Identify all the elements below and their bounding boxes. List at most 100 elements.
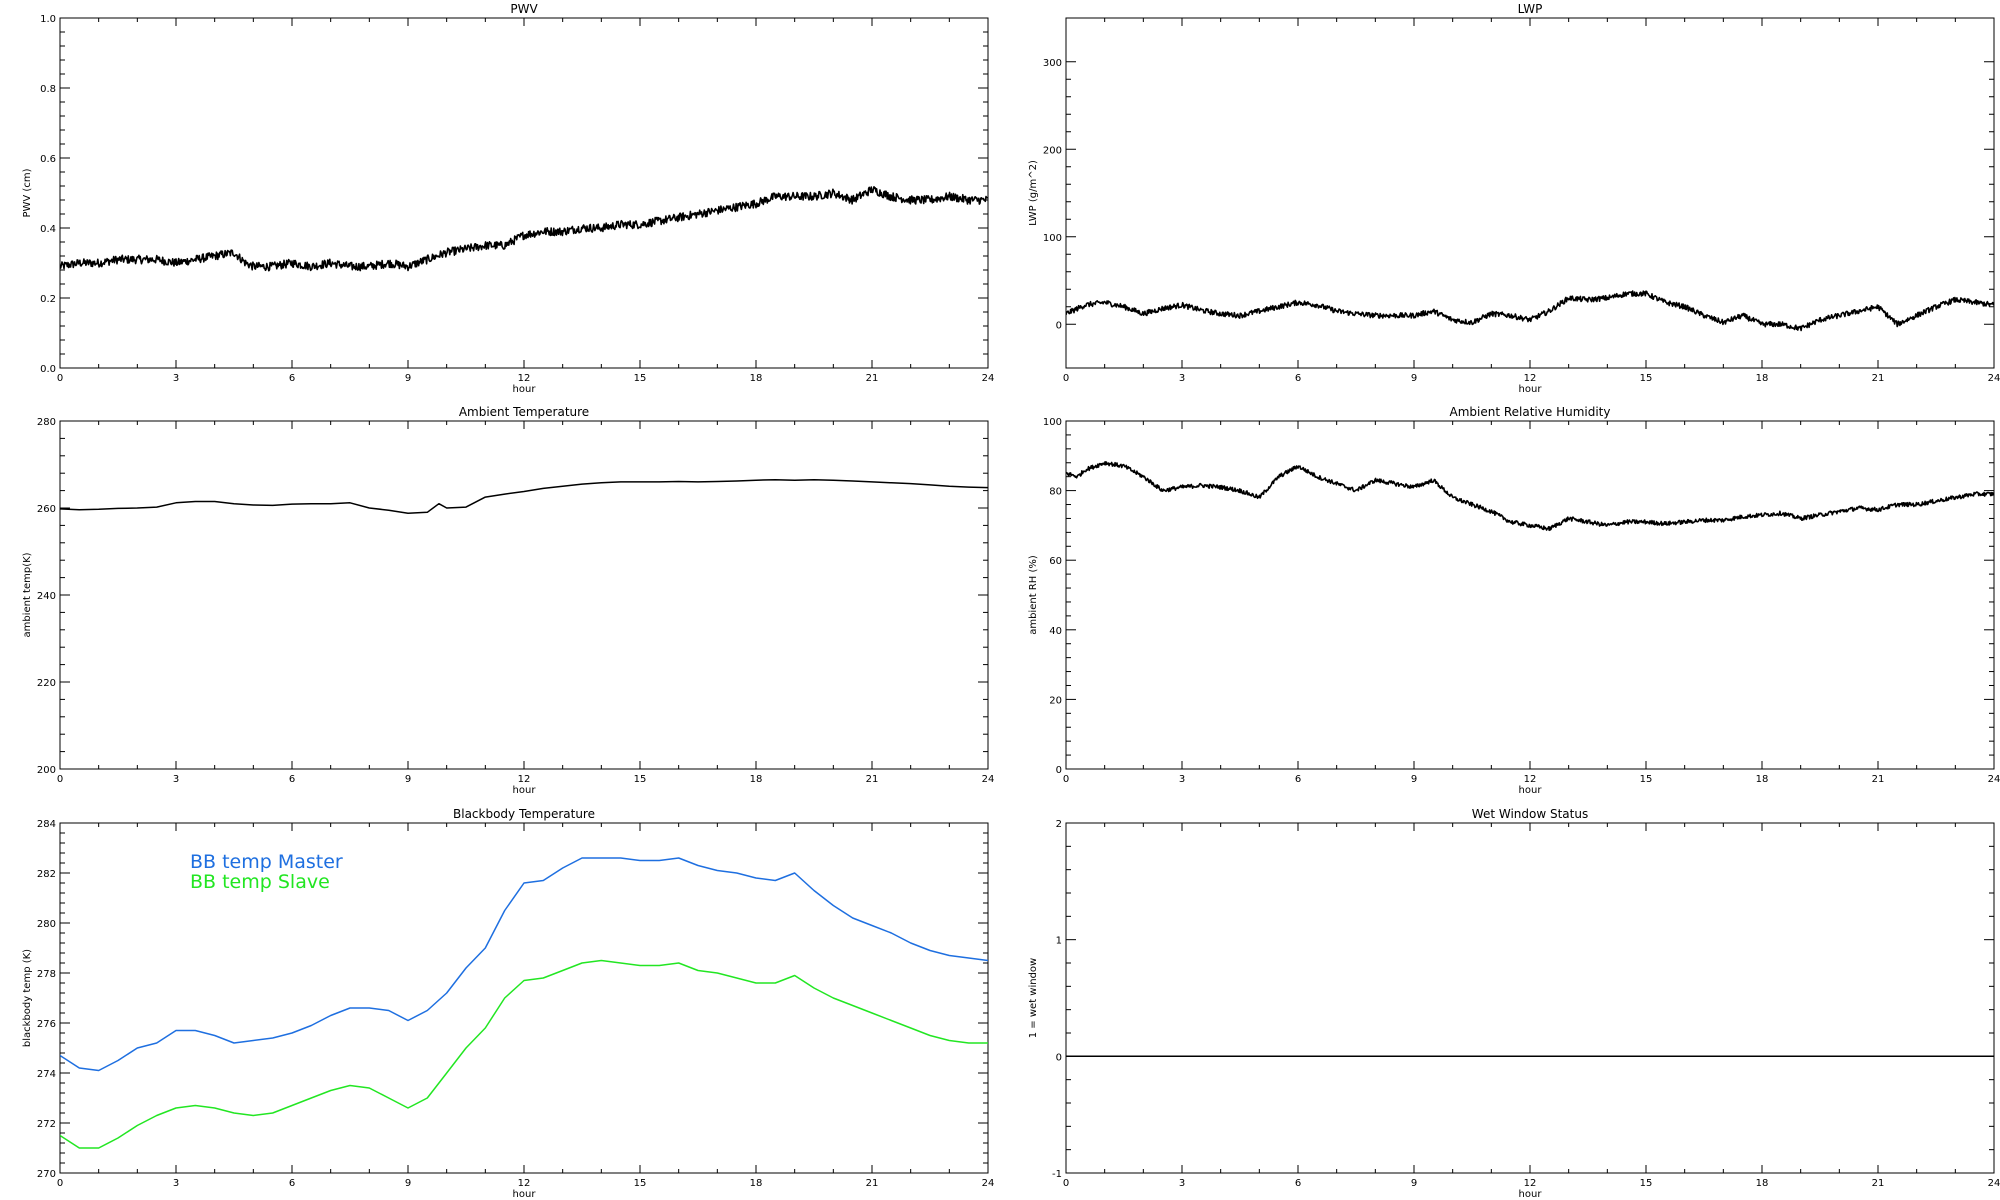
chart-title: PWV [510, 2, 538, 16]
y-tick-label: 0 [1056, 1052, 1062, 1063]
x-tick-label: 24 [982, 373, 995, 384]
x-tick-label: 21 [1872, 1178, 1885, 1189]
y-axis-label: 1 = wet window [1028, 958, 1039, 1038]
y-tick-label: 278 [37, 969, 56, 980]
panel-2: LWP 0 3 6 9 12 15 18 21 24 hour 0 100 200 300 LWP (g/m^… [1028, 2, 2000, 395]
panel-5: Blackbody Temperature 0 3 6 9 12 15 18 21 24 hour 2… [22, 807, 994, 1200]
x-tick-label: 9 [1411, 373, 1417, 384]
y-tick-label: 240 [37, 591, 56, 602]
x-tick-label: 12 [1524, 774, 1537, 785]
y-tick-label: 272 [37, 1119, 56, 1130]
y-tick-label: 0.0 [40, 364, 56, 375]
series-line-1 [60, 478, 988, 514]
y-tick-label: 280 [37, 417, 56, 428]
x-tick-label: 24 [1988, 373, 2000, 384]
x-tick-label: 6 [1295, 373, 1301, 384]
x-tick-label: 21 [866, 373, 879, 384]
x-tick-label: 12 [518, 373, 531, 384]
y-tick-label: 284 [37, 819, 56, 830]
y-axis-label: LWP (g/m^2) [1028, 160, 1039, 226]
plot-frame [59, 420, 989, 770]
series-line-1 [60, 186, 988, 272]
series-line-1 [60, 857, 988, 1072]
x-tick-label: 3 [1179, 373, 1185, 384]
x-axis-label: hour [513, 384, 537, 395]
x-tick-label: 0 [57, 1178, 63, 1189]
y-axis-label: ambient temp(K) [22, 552, 33, 637]
series-line-1 [1066, 290, 1994, 332]
y-tick-label: 0.4 [40, 224, 56, 235]
y-tick-label: 60 [1049, 556, 1062, 567]
x-tick-label: 6 [289, 1178, 295, 1189]
panel-1: PWV 0 3 6 9 12 15 18 21 24 hour 0.0 0.2 0.4 0.6 0.8 1.0 P… [22, 2, 994, 395]
x-axis-label: hour [513, 785, 537, 796]
x-tick-label: 24 [982, 1178, 995, 1189]
y-tick-label: 1.0 [40, 14, 56, 25]
plot-frame [1065, 420, 1995, 770]
x-tick-label: 15 [1640, 1178, 1653, 1189]
y-axis-label: PWV (cm) [22, 168, 33, 217]
x-tick-label: 6 [289, 373, 295, 384]
x-axis-label: hour [1519, 1189, 1543, 1200]
chart-title: Blackbody Temperature [453, 807, 595, 821]
x-tick-label: 15 [634, 373, 647, 384]
x-tick-label: 21 [1872, 774, 1885, 785]
y-tick-label: 200 [1043, 145, 1062, 156]
x-tick-label: 9 [405, 774, 411, 785]
x-axis-label: hour [1519, 785, 1543, 796]
x-tick-label: 0 [1063, 774, 1069, 785]
x-tick-label: 9 [1411, 1178, 1417, 1189]
y-tick-label: 2 [1056, 819, 1062, 830]
x-tick-label: 9 [405, 1178, 411, 1189]
x-tick-label: 24 [1988, 1178, 2000, 1189]
x-axis-label: hour [1519, 384, 1543, 395]
x-tick-label: 15 [1640, 373, 1653, 384]
x-tick-label: 12 [518, 774, 531, 785]
x-tick-label: 15 [634, 774, 647, 785]
y-tick-label: 276 [37, 1019, 56, 1030]
x-tick-label: 24 [1988, 774, 2000, 785]
x-tick-label: 18 [750, 774, 763, 785]
x-tick-label: 9 [1411, 774, 1417, 785]
y-tick-label: -1 [1052, 1169, 1062, 1180]
y-tick-label: 0 [1056, 320, 1062, 331]
x-tick-label: 24 [982, 774, 995, 785]
plot-frame [1065, 17, 1995, 369]
legend-entry-2: BB temp Slave [190, 871, 330, 893]
x-tick-label: 12 [518, 1178, 531, 1189]
x-tick-label: 0 [1063, 1178, 1069, 1189]
x-tick-label: 9 [405, 373, 411, 384]
series-line-1 [1066, 460, 1994, 532]
panel-4: Ambient Relative Humidity 0 3 6 9 12 15 18 21 24 h… [1028, 405, 2000, 796]
x-tick-label: 0 [57, 774, 63, 785]
series-line-2 [60, 959, 988, 1149]
y-tick-label: 0.6 [40, 154, 56, 165]
x-axis-label: hour [513, 1189, 537, 1200]
chart-title: Ambient Relative Humidity [1450, 405, 1611, 419]
x-tick-label: 18 [750, 1178, 763, 1189]
y-tick-label: 274 [37, 1069, 56, 1080]
x-tick-label: 12 [1524, 1178, 1537, 1189]
y-tick-label: 282 [37, 869, 56, 880]
y-axis-label: ambient RH (%) [1028, 555, 1039, 635]
chart-title: Wet Window Status [1472, 807, 1588, 821]
panel-3: Ambient Temperature 0 3 6 9 12 15 18 21 24 hour 200… [22, 405, 994, 796]
y-tick-label: 100 [1043, 417, 1062, 428]
chart-title: LWP [1518, 2, 1543, 16]
chart-title: Ambient Temperature [459, 405, 589, 419]
y-tick-label: 300 [1043, 58, 1062, 69]
x-tick-label: 12 [1524, 373, 1537, 384]
x-tick-label: 6 [289, 774, 295, 785]
y-axis-label: blackbody temp (K) [22, 949, 33, 1047]
y-tick-label: 40 [1049, 626, 1062, 637]
y-tick-label: 1 [1056, 936, 1062, 947]
x-tick-label: 3 [1179, 1178, 1185, 1189]
x-tick-label: 6 [1295, 774, 1301, 785]
x-tick-label: 18 [1756, 1178, 1769, 1189]
y-tick-label: 0 [1056, 765, 1062, 776]
y-tick-label: 0.8 [40, 84, 56, 95]
x-tick-label: 6 [1295, 1178, 1301, 1189]
x-tick-label: 3 [1179, 774, 1185, 785]
